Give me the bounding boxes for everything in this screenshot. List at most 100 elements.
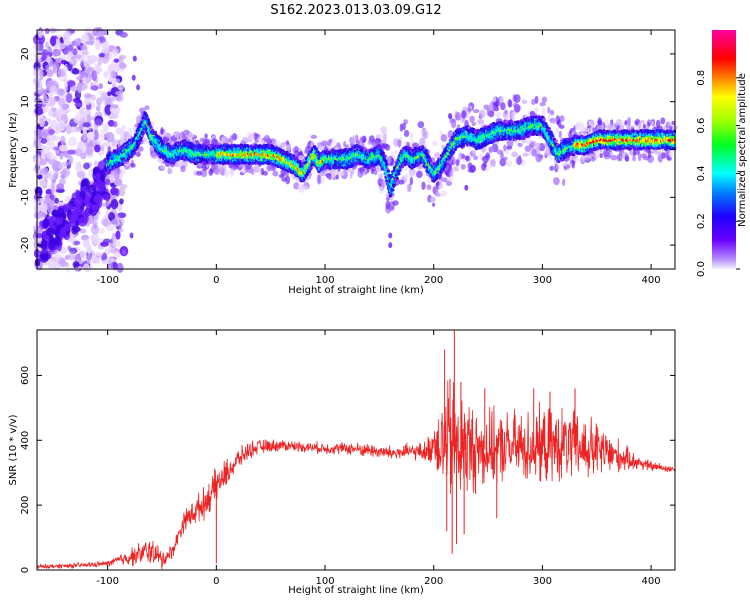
spectrogram-point [421, 181, 426, 190]
spectrogram-point [59, 144, 68, 152]
spectrogram-point [382, 132, 387, 142]
spectrogram-point [85, 202, 90, 214]
spectrogram-point [472, 150, 478, 155]
spectrogram-point [36, 49, 43, 55]
spectrogram-point [83, 99, 92, 105]
spectrogram-point [218, 164, 224, 174]
spectrogram-point [115, 230, 121, 240]
spectrogram-point [503, 144, 507, 152]
spectrogram-point [496, 149, 504, 155]
spectrogram-point [335, 174, 339, 180]
spectrogram-point [440, 134, 448, 142]
spectrogram-point [107, 170, 111, 174]
spectrogram-point [110, 70, 117, 79]
spectrogram-point [426, 184, 432, 191]
spectrogram-point [541, 96, 548, 103]
spectrogram-point [80, 49, 89, 58]
spectrogram-point [320, 176, 325, 184]
spectrogram-point [103, 70, 108, 79]
spectrogram-point [86, 113, 92, 124]
spectrogram-point [94, 118, 103, 127]
spectrogram-point [204, 133, 208, 139]
spectrogram-point [295, 157, 299, 161]
spectrogram-point [119, 31, 128, 38]
spectrogram-point [494, 111, 501, 118]
spectrogram-point [100, 99, 107, 104]
spectrogram-point [541, 107, 546, 116]
spectrogram-point [165, 132, 172, 138]
spectrogram-point [467, 107, 472, 113]
spectrogram-point [94, 144, 101, 153]
spectrogram-point [553, 177, 560, 186]
spectrogram-point [479, 109, 486, 119]
spectrogram-point [110, 199, 119, 210]
spectrogram-point [79, 228, 87, 234]
spectrogram-point [90, 55, 99, 63]
spectrogram-point [442, 177, 448, 183]
spectrogram-point [120, 162, 125, 166]
spectrogram-point [110, 111, 119, 120]
spectrogram-point [68, 155, 74, 165]
spectrogram-point [522, 152, 529, 157]
spectrogram-point [395, 176, 399, 181]
spectrogram-point [518, 154, 522, 163]
spectrogram-point [369, 138, 374, 143]
spectrogram-point [490, 160, 495, 165]
spectrogram-point [70, 126, 76, 133]
spectrogram-point [511, 111, 516, 121]
spectrogram-point [44, 41, 49, 49]
spectrogram-point [576, 124, 580, 129]
spectrogram-point [627, 116, 631, 126]
spectrogram-point [45, 227, 55, 237]
spectrogram-point [47, 260, 54, 266]
spectrogram-point [326, 175, 332, 180]
spectrogram-point [112, 235, 117, 246]
spectrogram-point [524, 145, 531, 152]
spectrogram-point [153, 130, 158, 134]
spectrogram-point [62, 168, 71, 177]
spectrogram-point [637, 153, 642, 162]
spectrogram-point [403, 173, 409, 180]
spectrogram-point [95, 251, 104, 257]
spectrogram-point [76, 82, 83, 93]
spectrogram-point [221, 135, 228, 143]
spectrogram-point [531, 98, 536, 106]
spectrogram-point [615, 121, 622, 126]
spectrogram-point [336, 142, 341, 147]
spectrogram-point [461, 110, 467, 119]
spectrogram-point [85, 147, 94, 156]
spectrogram-point [67, 44, 74, 52]
spectrogram-point [379, 145, 383, 150]
spectrogram-point [500, 102, 506, 111]
spectrogram-point [73, 205, 81, 214]
spectrogram-point [183, 129, 190, 136]
spectrogram-point [604, 119, 610, 125]
spectrogram-point [650, 121, 654, 126]
spectrogram-point [54, 197, 60, 204]
spectrogram-point [580, 122, 585, 132]
spectrogram-point [384, 159, 388, 163]
spectrogram-point [33, 211, 43, 220]
spectrogram-point [79, 250, 88, 260]
spectrogram-point [423, 130, 429, 139]
spectrogram-point [46, 56, 51, 64]
spectrogram-point [42, 52, 48, 61]
spectrogram-point [517, 142, 523, 148]
spectrogram-point [506, 138, 514, 148]
spectrogram-point [451, 118, 456, 123]
spectrogram-point [83, 162, 90, 170]
spectrogram-point [660, 117, 666, 125]
spectrogram-point [56, 183, 65, 191]
spectrogram-point [81, 33, 89, 44]
spectrogram-point [57, 68, 63, 77]
spectrogram-point [48, 129, 55, 135]
spectrogram-point [34, 258, 41, 267]
spectrogram-point [46, 140, 55, 151]
spectrogram-point [147, 121, 151, 125]
spectrogram-point [378, 186, 384, 194]
spectrogram-point [531, 148, 537, 157]
spectrogram-point [99, 169, 105, 178]
spectrogram-point [135, 151, 141, 157]
spectrogram-point [112, 48, 119, 56]
spectrogram-point [597, 117, 602, 126]
